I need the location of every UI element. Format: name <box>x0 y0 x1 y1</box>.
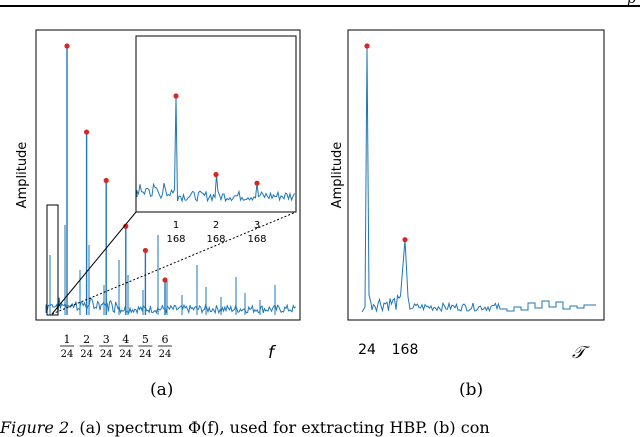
panel-a-xlabel: f <box>268 343 277 363</box>
panel-b-peak-168 <box>402 237 408 243</box>
panel-b-peak-24 <box>364 43 370 49</box>
caption-prefix: Figure 2. <box>0 418 75 437</box>
inset-tick-labels: 1 168 2 168 3 168 <box>166 220 266 245</box>
panel-a-tick-den: 24 <box>119 349 132 360</box>
panel-a-tick-den: 24 <box>100 349 113 360</box>
panel-a-peak-marker <box>64 43 70 49</box>
inset-tick-den: 168 <box>247 234 266 245</box>
panel-a-tick-num: 5 <box>142 333 149 346</box>
inset-tick-num: 3 <box>254 220 260 231</box>
zoom-connector-dashed <box>51 211 297 315</box>
panel-a-peak-marker <box>103 177 109 184</box>
panel-b-caption: (b) <box>459 380 484 400</box>
panel-a-caption: (a) <box>150 380 174 400</box>
panel-a-tick-num: 3 <box>103 333 110 346</box>
panel-a-peaks <box>64 43 168 315</box>
figure-caption: Figure 2. (a) spectrum Φ(f), used for ex… <box>0 418 490 437</box>
panel-b-tick-168: 168 <box>392 342 419 358</box>
header-fragment: p <box>627 0 636 7</box>
inset-tick-den: 168 <box>206 234 225 245</box>
panel-a-tick-num: 6 <box>162 333 169 346</box>
panel-a-tick-num: 4 <box>122 333 129 346</box>
panel-b: Amplitude 24 168 𝒯 <box>330 29 605 363</box>
panel-a-tick-den: 24 <box>61 349 74 360</box>
panel-a-tick-den: 24 <box>80 349 93 360</box>
panel-b-ylabel: Amplitude <box>330 142 345 209</box>
panel-a-tick-num: 1 <box>64 333 71 346</box>
panel-a-peak-marker <box>123 223 129 229</box>
inset-peak-marker <box>173 93 179 99</box>
panel-a-tick-labels: 1 24 2 24 3 24 4 24 5 24 6 24 <box>60 333 172 360</box>
panel-a-frame <box>35 29 301 321</box>
panel-a-peak-marker <box>84 129 90 135</box>
panel-a-tick-num: 2 <box>83 333 90 346</box>
inset-tick-num: 1 <box>173 220 179 231</box>
panel-a-tick-den: 24 <box>159 349 172 360</box>
panel-b-frame <box>347 29 605 321</box>
panel-a-peak-marker <box>162 277 168 283</box>
panel-a-noise-line <box>45 297 296 315</box>
panel-a-ylabel: Amplitude <box>15 142 30 209</box>
panel-a-spikes <box>49 225 276 315</box>
zoom-box <box>46 204 59 316</box>
page-header: p <box>0 0 640 10</box>
panel-b-tick-24: 24 <box>358 342 376 358</box>
inset-line <box>136 95 295 203</box>
panel-b-line <box>361 45 596 313</box>
inset-tick-num: 2 <box>213 220 219 231</box>
header-rule <box>0 5 640 7</box>
panel-b-peaks <box>364 43 408 243</box>
caption-text: (a) spectrum Φ(f), used for extracting H… <box>79 418 490 437</box>
inset-tick-den: 168 <box>166 234 185 245</box>
panel-a-tick-den: 24 <box>139 349 152 360</box>
inset-peak-marker <box>213 171 219 178</box>
inset-peaks <box>173 93 260 186</box>
zoom-connector-solid <box>51 211 137 315</box>
inset-peak-marker <box>254 180 260 186</box>
panel-a-peak-marker <box>142 247 148 254</box>
panel-b-xlabel: 𝒯 <box>572 343 590 363</box>
